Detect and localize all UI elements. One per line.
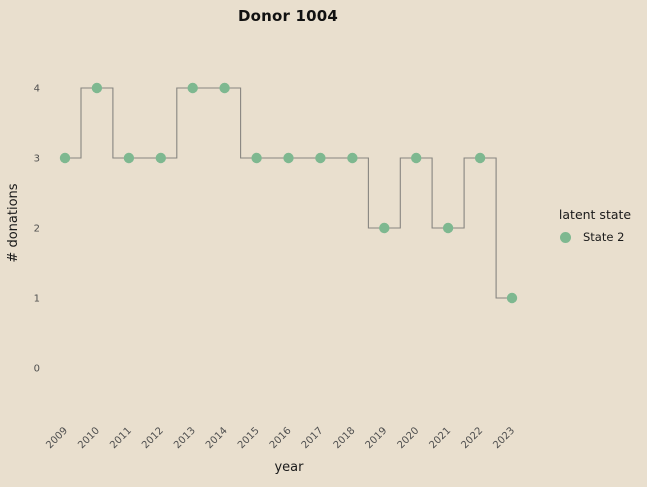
data-point-2016 [283, 152, 294, 164]
y-tick-3: 3 [34, 154, 40, 165]
x-tick-2023: 2023 [491, 425, 517, 451]
legend: latent state State 2 [540, 207, 647, 244]
x-tick-2015: 2015 [236, 425, 262, 451]
data-point-2019 [379, 222, 390, 234]
data-point-2010 [91, 82, 103, 94]
y-tick-4: 4 [34, 84, 40, 95]
data-point-2013 [187, 82, 198, 94]
y-tick-1: 1 [34, 294, 40, 305]
y-tick-2: 2 [34, 224, 40, 235]
data-point-2021 [442, 222, 454, 234]
data-point-2023 [506, 292, 518, 304]
data-point-2018 [347, 152, 358, 164]
x-tick-2009: 2009 [44, 425, 70, 451]
data-point-2014 [219, 82, 230, 94]
x-tick-2016: 2016 [268, 425, 294, 451]
x-tick-2022: 2022 [459, 425, 485, 451]
legend-title: latent state [558, 207, 632, 222]
x-tick-2014: 2014 [204, 425, 230, 451]
data-point-2012 [155, 152, 166, 164]
x-tick-2010: 2010 [76, 425, 102, 451]
y-tick-0: 0 [34, 364, 40, 375]
legend-entry: State 2 [560, 230, 647, 244]
x-tick-2012: 2012 [140, 425, 166, 451]
legend-marker-icon [560, 231, 571, 243]
x-axis-label: year [274, 460, 304, 475]
chart-title: Donor 1004 [237, 7, 339, 25]
data-point-2009 [59, 152, 71, 164]
x-tick-2013: 2013 [172, 425, 198, 451]
data-point-2015 [251, 152, 262, 164]
data-point-2022 [474, 152, 486, 164]
x-tick-2018: 2018 [332, 425, 358, 451]
data-point-2011 [123, 152, 135, 164]
x-tick-2020: 2020 [396, 425, 422, 451]
data-point-2020 [411, 152, 422, 164]
x-tick-2021: 2021 [427, 425, 453, 451]
data-point-2017 [315, 152, 326, 164]
x-tick-2011: 2011 [108, 425, 134, 451]
step-line [65, 87, 512, 299]
x-tick-2017: 2017 [300, 425, 326, 451]
x-tick-2019: 2019 [364, 425, 390, 451]
legend-entry-label: State 2 [583, 230, 625, 244]
y-axis-label: # donations [6, 183, 21, 263]
